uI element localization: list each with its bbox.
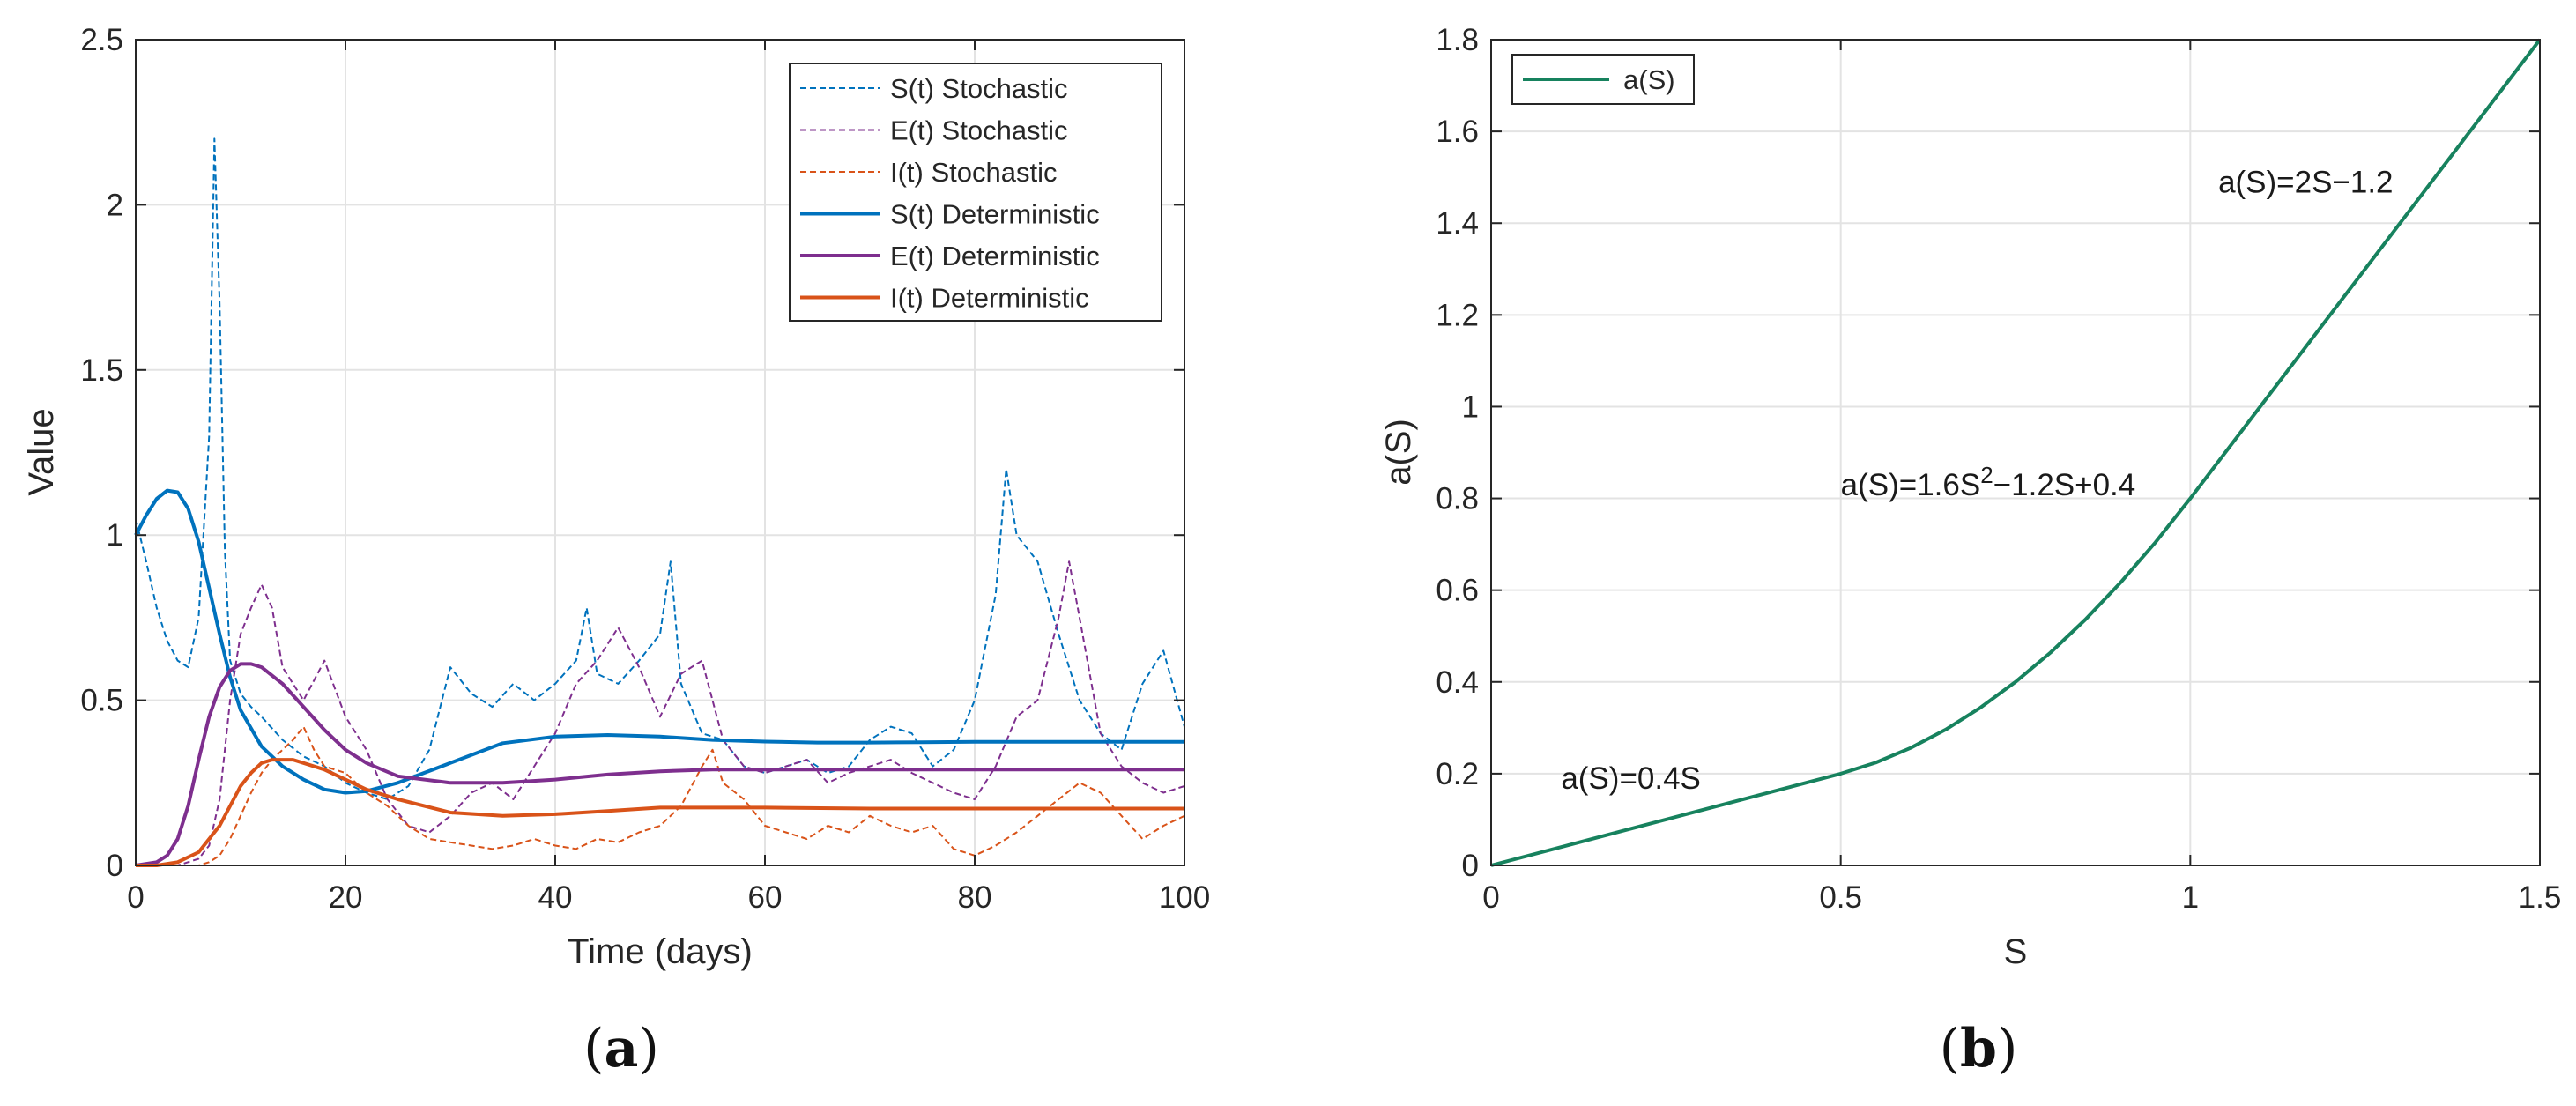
b-legend: a(S) [1511, 54, 1695, 105]
b-ytick-label: 0.6 [1436, 574, 1479, 608]
b-ytick-label: 1 [1462, 390, 1479, 424]
b-series [1490, 38, 2542, 867]
a-ytick-label: 1 [107, 518, 123, 553]
b-xlabel: S [2004, 932, 2028, 971]
b-ticks: 0 0.5 1 1.5 0 0.2 0.4 0.6 0.8 1 1.2 1.4 1.6 1.8 [1436, 23, 2561, 915]
a-ylabel: Value [22, 408, 61, 495]
a-xtick-label: 100 [1159, 880, 1210, 915]
a-ticks: 0 20 40 60 80 100 0 0.5 1 1.5 2 2.5 [80, 23, 1210, 915]
chart-a: 0 20 40 60 80 100 0 0.5 1 1.5 2 2.5 Time (days) Val… [22, 23, 1210, 1080]
a-legend-label: I(t) Deterministic [890, 283, 1089, 314]
chart-b: 0 0.5 1 1.5 0 0.2 0.4 0.6 0.8 1 1.2 1.4 1.6 1.8 S a(S… [1379, 23, 2561, 1080]
a-legend: S(t) Stochastic E(t) Stochastic I(t) Stoch… [789, 63, 1162, 322]
b-annotation: a(S)=0.4S [1561, 761, 1701, 796]
a-legend-items: S(t) Stochastic E(t) Stochastic I(t) Stoch… [800, 73, 1100, 314]
b-xtick-label: 1.5 [2519, 880, 2562, 915]
a-legend-box [789, 63, 1162, 322]
b-caption: (b) [1940, 1018, 2018, 1080]
a-xtick-label: 60 [748, 880, 783, 915]
a-legend-label: I(t) Stochastic [890, 157, 1058, 188]
b-xtick-label: 1 [2182, 880, 2199, 915]
b-legend-items: a(S) [1523, 64, 1675, 95]
b-ytick-label: 0.4 [1436, 665, 1479, 700]
a-ytick-label: 0 [107, 849, 123, 883]
b-annotations: a(S)=2S−1.2 a(S)=1.6S2−1.2S+0.4 a(S)=0.4S [1561, 165, 2393, 796]
a-series-s-t-stochastic [135, 137, 1185, 800]
b-grid [1490, 39, 2541, 866]
a-caption: (a) [583, 1018, 659, 1080]
b-ytick-label: 1.2 [1436, 298, 1479, 332]
b-ytick-label: 0.2 [1436, 757, 1479, 791]
b-xtick-label: 0.5 [1819, 880, 1862, 915]
b-plot-frame [1490, 39, 2541, 866]
a-xtick-label: 80 [958, 880, 992, 915]
a-ytick-label: 0.5 [80, 684, 123, 718]
a-series-e-t-deterministic [135, 662, 1184, 867]
a-series [134, 137, 1185, 867]
a-legend-label: E(t) Deterministic [890, 241, 1100, 271]
a-legend-label: S(t) Stochastic [890, 73, 1068, 104]
a-series-i-t-deterministic [136, 758, 1184, 867]
b-ytick-label: 1.6 [1436, 115, 1479, 149]
a-legend-label: S(t) Deterministic [890, 199, 1100, 230]
a-series-e-t-stochastic [136, 560, 1185, 866]
a-ytick-label: 1.5 [80, 353, 123, 388]
a-xtick-label: 40 [538, 880, 573, 915]
b-series-a-s [1490, 38, 2542, 867]
b-ytick-label: 0 [1462, 849, 1479, 883]
a-series-s-t-deterministic [134, 488, 1184, 795]
a-xtick-label: 20 [329, 880, 363, 915]
b-ytick-label: 1.8 [1436, 23, 1479, 57]
a-legend-label: E(t) Stochastic [890, 115, 1068, 146]
b-ytick-label: 1.4 [1436, 206, 1479, 241]
a-series-i-t-stochastic [136, 725, 1185, 866]
b-annotation: a(S)=1.6S2−1.2S+0.4 [1841, 462, 2136, 502]
b-legend-label: a(S) [1623, 64, 1675, 95]
a-xlabel: Time (days) [568, 932, 753, 971]
b-annotation: a(S)=2S−1.2 [2218, 165, 2393, 199]
a-ytick-label: 2.5 [80, 23, 123, 57]
b-xtick-label: 0 [1482, 880, 1499, 915]
b-ytick-label: 0.8 [1436, 482, 1479, 516]
b-ylabel: a(S) [1379, 419, 1418, 486]
a-xtick-label: 0 [127, 880, 144, 915]
a-plot-frame [135, 39, 1185, 866]
a-ytick-label: 2 [107, 188, 123, 222]
